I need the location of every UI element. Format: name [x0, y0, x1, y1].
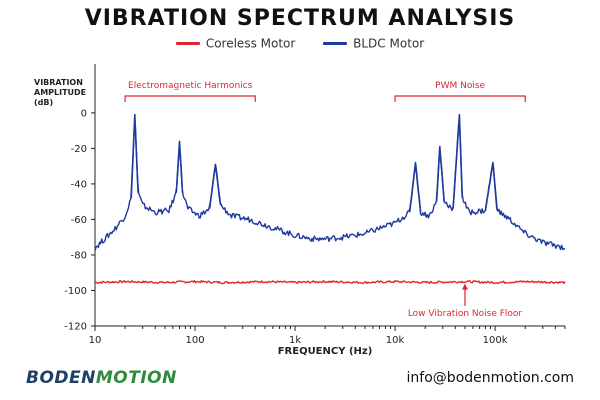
brand-accent: MOTION [95, 368, 177, 388]
x-tick-label: 10k [386, 335, 405, 346]
legend: Coreless Motor BLDC Motor [0, 36, 600, 51]
brand-logo: BODENMOTION [26, 368, 177, 388]
annotation-arrowhead [461, 283, 468, 290]
annotation-bracket [124, 95, 256, 102]
legend-label-coreless: Coreless Motor [205, 36, 296, 51]
y-tick-label: -120 [64, 322, 87, 333]
y-tick-label: -40 [71, 179, 87, 190]
x-tick-label: 10 [89, 335, 102, 346]
legend-swatch-coreless [175, 42, 200, 45]
legend-item-coreless: Coreless Motor [175, 36, 296, 51]
chart-title: VIBRATION SPECTRUM ANALYSIS [84, 6, 516, 31]
annotation-pwm-noise: PWM Noise [435, 81, 486, 91]
brand-main: BODEN [26, 368, 96, 388]
y-axis-label: VIBRATION AMPLITUDE (dB) [34, 78, 87, 107]
x-tick-label: 100 [185, 335, 204, 346]
series-line-bldc [94, 123, 566, 251]
y-tick-label: -60 [71, 215, 87, 226]
y-tick-label: -80 [71, 250, 87, 261]
y-tick-label: -100 [64, 286, 87, 297]
annotation-electromagnetic-harmonics: Electromagnetic Harmonics [128, 81, 253, 91]
annotation-bracket [394, 95, 526, 102]
x-axis-label: FREQUENCY (Hz) [277, 346, 373, 357]
legend-item-bldc: BLDC Motor [323, 36, 424, 51]
x-tick-label: 1k [289, 335, 301, 346]
contact-email: info@bodenmotion.com [406, 370, 574, 386]
series-line-coreless [94, 279, 566, 285]
legend-label-bldc: BLDC Motor [353, 36, 425, 51]
y-tick-label: 0 [81, 108, 87, 119]
legend-swatch-bldc [323, 42, 348, 45]
annotation-noise-floor: Low Vibration Noise Floor [407, 309, 523, 319]
x-tick-label: 100k [483, 335, 508, 346]
y-tick-label: -20 [71, 144, 87, 155]
